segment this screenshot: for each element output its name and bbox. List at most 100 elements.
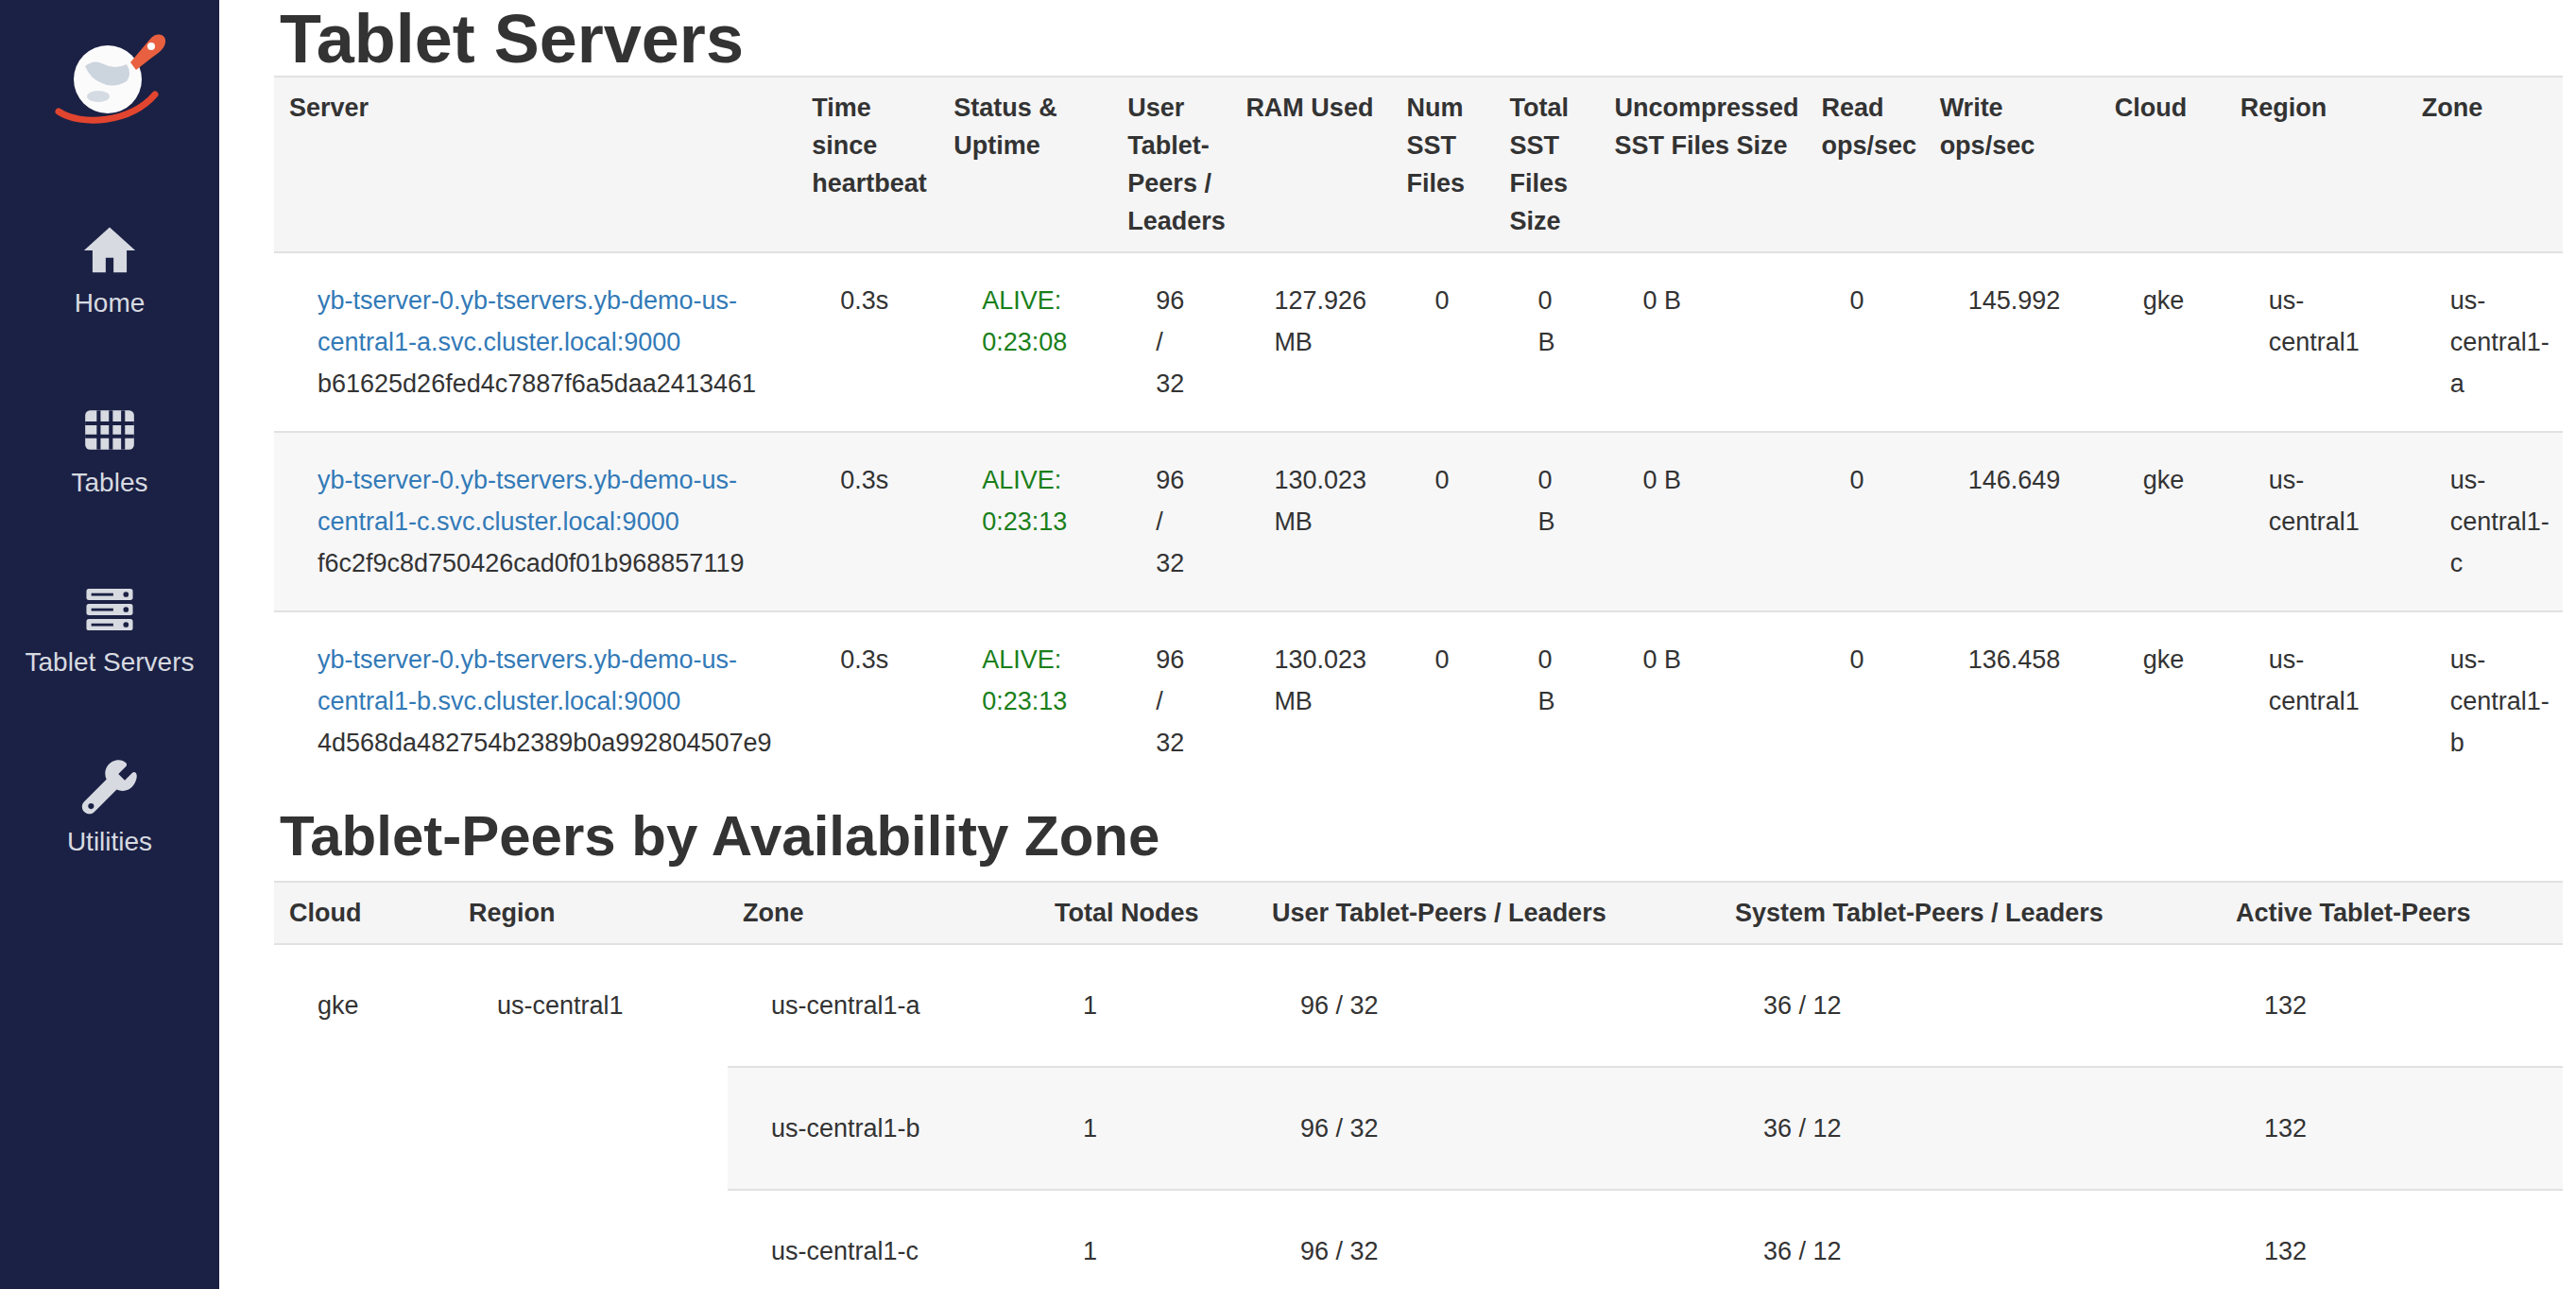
tables-icon (80, 401, 139, 459)
cell-server: yb-tserver-0.yb-tservers.yb-demo-us-cent… (274, 432, 797, 611)
server-link[interactable]: yb-tserver-0.yb-tservers.yb-demo-us-cent… (318, 645, 737, 715)
cell-active-tablet-peers: 132 (2221, 1067, 2563, 1190)
cell-active-tablet-peers: 132 (2221, 1190, 2563, 1289)
cell-region: us-central1 (2225, 611, 2407, 790)
cell-uncompressed-sst-size: 0 B (1600, 432, 1807, 611)
cell-ram-used: 130.023 MB (1230, 432, 1391, 611)
cell-total-sst-size: 0 B (1494, 611, 1599, 790)
tablet-servers-header-row: Server Time since heartbeat Status & Upt… (274, 77, 2563, 252)
cell-num-sst-files: 0 (1391, 432, 1494, 611)
col-region: Region (2225, 77, 2407, 252)
section-title-tablet-peers-by-az: Tablet-Peers by Availability Zone (280, 805, 2563, 868)
col-status-uptime: Status & Uptime (938, 77, 1112, 252)
cell-read-ops: 0 (1807, 432, 1925, 611)
sidebar-item-label: Tablet Servers (26, 646, 195, 679)
cell-system-peers-leaders: 36 / 12 (1720, 1067, 2221, 1190)
tablet-peers-by-az-table: Cloud Region Zone Total Nodes User Table… (274, 881, 2563, 1289)
cell-cloud: gke (2100, 252, 2225, 432)
cell-status-uptime: ALIVE: 0:23:13 (938, 611, 1112, 790)
planet-continent (87, 91, 110, 102)
cell-region: us-central1 (2225, 252, 2407, 432)
cell-time-since-heartbeat: 0.3s (797, 432, 938, 611)
cell-user-peers-leaders: 96 / 32 (1257, 1190, 1720, 1289)
cell-region: us-central1 (454, 944, 728, 1289)
col-user-tablet-peers: User Tablet-Peers / Leaders (1112, 77, 1230, 252)
server-link[interactable]: yb-tserver-0.yb-tservers.yb-demo-us-cent… (318, 466, 737, 536)
col-total-nodes: Total Nodes (1039, 882, 1257, 944)
sidebar-item-label: Utilities (67, 826, 152, 858)
cell-zone: us-central1-a (728, 944, 1039, 1067)
cell-status-uptime: ALIVE: 0:23:13 (938, 432, 1112, 611)
cell-user-tablet-peers: 96 / 32 (1112, 432, 1230, 611)
sidebar-item-label: Tables (72, 467, 148, 499)
cell-uncompressed-sst-size: 0 B (1600, 611, 1807, 790)
cell-status-uptime: ALIVE: 0:23:08 (938, 252, 1112, 432)
cell-read-ops: 0 (1807, 252, 1925, 432)
cell-ram-used: 127.926 MB (1230, 252, 1391, 432)
col-write-ops: Write ops/sec (1925, 77, 2100, 252)
cell-user-tablet-peers: 96 / 32 (1112, 252, 1230, 432)
cell-zone: us-central1-c (728, 1190, 1039, 1289)
cell-system-peers-leaders: 36 / 12 (1720, 944, 2221, 1067)
cell-zone: us-central1-c (2407, 432, 2563, 611)
table-row: gke us-central1 us-central1-a 1 96 / 32 … (274, 944, 2563, 1067)
col-cloud: Cloud (2100, 77, 2225, 252)
cell-server: yb-tserver-0.yb-tservers.yb-demo-us-cent… (274, 611, 797, 790)
utilities-icon (80, 760, 139, 818)
cell-write-ops: 146.649 (1925, 432, 2100, 611)
page-title: Tablet Servers (280, 2, 2563, 76)
server-uuid: f6c2f9c8d750426cad0f01b968857119 (318, 542, 781, 584)
main-content: Tablet Servers Server Time since heartbe… (219, 0, 2576, 1289)
sidebar-item-tables[interactable]: Tables (72, 401, 148, 499)
col-zone: Zone (2407, 77, 2563, 252)
cell-zone: us-central1-a (2407, 252, 2563, 432)
sidebar-item-tablet-servers[interactable]: Tablet Servers (26, 580, 195, 679)
sidebar-item-label: Home (75, 287, 146, 319)
cell-write-ops: 136.458 (1925, 611, 2100, 790)
cell-total-sst-size: 0 B (1494, 432, 1599, 611)
tablet-servers-table: Server Time since heartbeat Status & Upt… (274, 76, 2563, 790)
col-time-since-heartbeat: Time since heartbeat (797, 77, 938, 252)
cell-user-peers-leaders: 96 / 32 (1257, 944, 1720, 1067)
cell-uncompressed-sst-size: 0 B (1600, 252, 1807, 432)
cell-region: us-central1 (2225, 432, 2407, 611)
cell-active-tablet-peers: 132 (2221, 944, 2563, 1067)
col-num-sst-files: Num SST Files (1391, 77, 1494, 252)
cell-num-sst-files: 0 (1391, 252, 1494, 432)
col-server: Server (274, 77, 797, 252)
col-cloud: Cloud (274, 882, 454, 944)
cell-write-ops: 145.992 (1925, 252, 2100, 432)
col-zone: Zone (728, 882, 1039, 944)
server-link[interactable]: yb-tserver-0.yb-tservers.yb-demo-us-cent… (318, 286, 737, 356)
col-read-ops: Read ops/sec (1807, 77, 1925, 252)
sidebar-item-home[interactable]: Home (75, 221, 146, 319)
cell-cloud: gke (274, 944, 454, 1289)
cell-total-nodes: 1 (1039, 944, 1257, 1067)
rocket-window (147, 43, 155, 50)
cell-ram-used: 130.023 MB (1230, 611, 1391, 790)
cell-zone: us-central1-b (728, 1067, 1039, 1190)
server-uuid: 4d568da482754b2389b0a992804507e9 (318, 722, 781, 764)
cell-server: yb-tserver-0.yb-tservers.yb-demo-us-cent… (274, 252, 797, 432)
home-icon (80, 221, 139, 280)
yugabytedb-logo[interactable] (49, 21, 170, 134)
cell-total-nodes: 1 (1039, 1190, 1257, 1289)
rocket-icon (130, 34, 165, 70)
col-system-tablet-peers-leaders: System Tablet-Peers / Leaders (1720, 882, 2221, 944)
col-user-tablet-peers-leaders: User Tablet-Peers / Leaders (1257, 882, 1720, 944)
cell-read-ops: 0 (1807, 611, 1925, 790)
cell-time-since-heartbeat: 0.3s (797, 611, 938, 790)
table-row: yb-tserver-0.yb-tservers.yb-demo-us-cent… (274, 611, 2563, 790)
tablet-servers-icon (80, 580, 139, 639)
cell-user-peers-leaders: 96 / 32 (1257, 1067, 1720, 1190)
sidebar-item-utilities[interactable]: Utilities (67, 760, 152, 858)
cell-cloud: gke (2100, 432, 2225, 611)
table-row: yb-tserver-0.yb-tservers.yb-demo-us-cent… (274, 432, 2563, 611)
server-uuid: b61625d26fed4c7887f6a5daa2413461 (318, 363, 781, 404)
cell-num-sst-files: 0 (1391, 611, 1494, 790)
table-row: yb-tserver-0.yb-tservers.yb-demo-us-cent… (274, 252, 2563, 432)
cell-zone: us-central1-b (2407, 611, 2563, 790)
col-ram-used: RAM Used (1230, 77, 1391, 252)
sidebar: Home Tables Tablet (0, 0, 219, 1289)
cell-total-sst-size: 0 B (1494, 252, 1599, 432)
